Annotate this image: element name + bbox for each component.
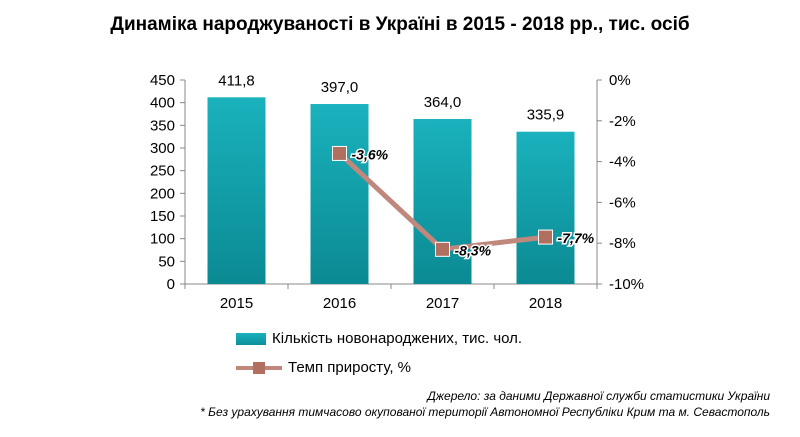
- y-axis-right-tick-label: -8%: [609, 235, 636, 252]
- y-axis-left-tick-label: 450: [150, 72, 175, 89]
- y-axis-left-tick-label: 300: [150, 140, 175, 157]
- legend-item-line: Темп приросту, %: [236, 359, 411, 376]
- line-marker: [435, 241, 450, 257]
- bar: [310, 104, 369, 284]
- y-axis-right-tick-label: -2%: [609, 113, 636, 130]
- x-axis-tick-label: 2016: [323, 295, 356, 312]
- y-axis-left-tick-label: 0: [167, 276, 175, 293]
- line-data-label: -7,7%: [558, 230, 595, 246]
- legend-swatch-bars: [236, 332, 266, 345]
- x-axis-tick-label: 2017: [426, 295, 459, 312]
- bar-data-label: 411,8: [218, 72, 254, 89]
- line-marker: [538, 229, 553, 245]
- y-axis-left-tick-label: 200: [150, 185, 175, 202]
- line-marker: [332, 145, 347, 161]
- y-axis-left-tick-label: 350: [150, 117, 175, 134]
- legend-label-line: Темп приросту, %: [288, 359, 412, 376]
- bar-data-label: 397,0: [321, 79, 359, 96]
- bar: [207, 97, 266, 284]
- chart-title: Динаміка народжуваності в Україні в 2015…: [110, 14, 690, 35]
- y-axis-right-tick-label: 0%: [609, 72, 631, 89]
- bar-data-label: 335,9: [527, 107, 565, 124]
- bar: [413, 118, 472, 284]
- y-axis-right-tick-label: -6%: [609, 194, 636, 211]
- line-data-label: -8,3%: [455, 242, 492, 258]
- legend-label-bars: Кількість новонароджених, тис. чол.: [272, 330, 523, 347]
- y-axis-right-tick-label: -10%: [609, 276, 644, 293]
- legend-item-bars: Кількість новонароджених, тис. чол.: [236, 330, 522, 347]
- line-data-label: -3,6%: [352, 146, 389, 162]
- bar-data-label: 364,0: [424, 94, 462, 111]
- footnote: * Без урахування тимчасово окупованої те…: [200, 405, 770, 419]
- source-note: Джерело: за даними Державної служби стат…: [427, 389, 770, 403]
- y-axis-left-tick-label: 150: [150, 208, 175, 225]
- x-axis-tick-label: 2015: [220, 295, 253, 312]
- y-axis-left-tick-label: 400: [150, 95, 175, 112]
- y-axis-left-tick-label: 250: [150, 163, 175, 180]
- bar: [516, 131, 575, 284]
- y-axis-left-tick-label: 50: [158, 253, 175, 270]
- y-axis-right-tick-label: -4%: [609, 154, 636, 171]
- legend-swatch-line: [236, 361, 282, 375]
- chart-plot: 0 50 100 150 200 250 300 350 400 450 0% -2% -4% -6% -8…: [150, 72, 644, 312]
- y-axis-left-tick-label: 100: [150, 231, 175, 248]
- x-axis-tick-label: 2018: [529, 295, 562, 312]
